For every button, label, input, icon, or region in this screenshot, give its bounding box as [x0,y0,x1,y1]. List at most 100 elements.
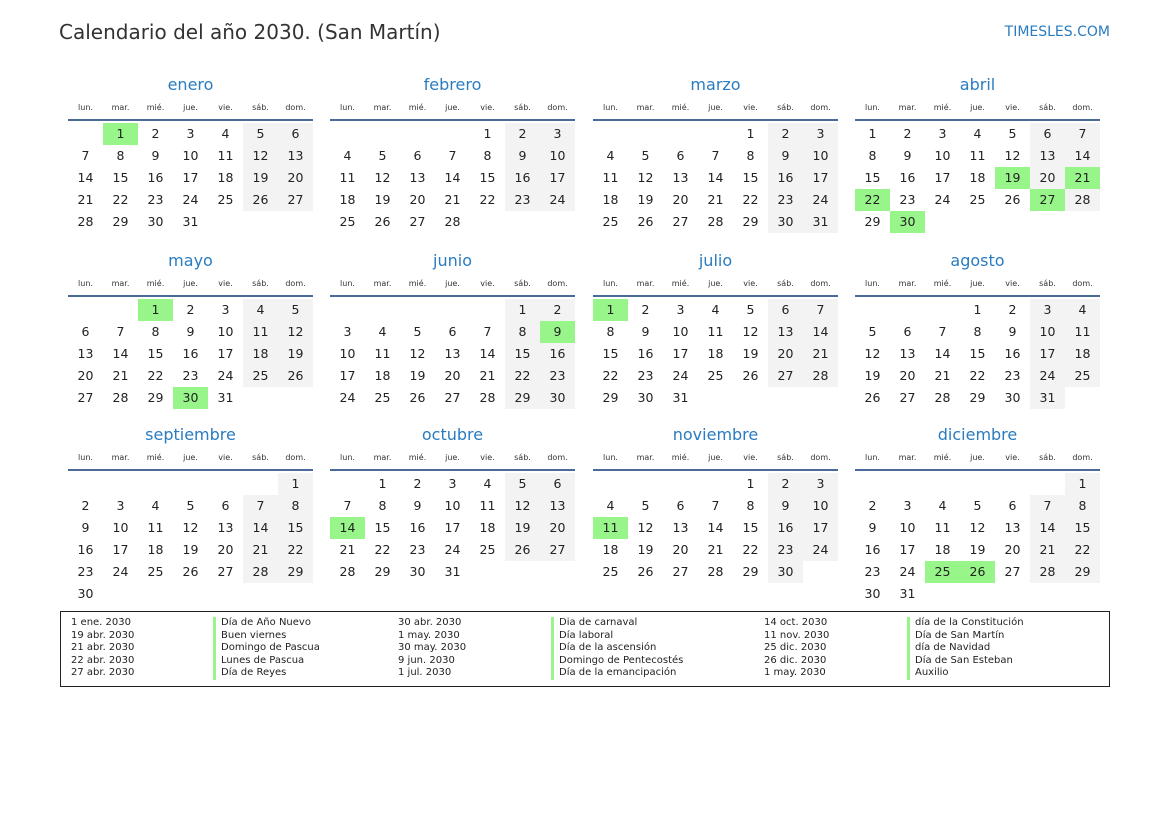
day[interactable]: 7 [1030,495,1065,517]
day[interactable]: 1 [483,126,492,141]
day[interactable]: 19 [864,368,881,383]
day[interactable]: 22 [969,368,986,383]
day[interactable]: 25 [969,192,986,207]
day[interactable]: 2 [768,473,803,495]
day[interactable]: 22 [278,539,313,561]
holiday-day[interactable]: 1 [593,299,628,321]
day[interactable]: 9 [413,498,422,513]
day[interactable]: 7 [81,148,90,163]
day[interactable]: 3 [448,476,457,491]
day[interactable]: 24 [672,368,689,383]
day[interactable]: 27 [768,365,803,387]
day[interactable]: 4 [606,148,615,163]
day[interactable]: 15 [278,517,313,539]
day[interactable]: 26 [182,564,199,579]
day[interactable]: 10 [339,346,356,361]
day[interactable]: 2 [868,498,877,513]
day[interactable]: 3 [938,126,947,141]
day[interactable]: 2 [151,126,160,141]
day[interactable]: 21 [77,192,94,207]
holiday-day[interactable]: 30 [173,387,208,409]
day[interactable]: 3 [1030,299,1065,321]
day[interactable]: 31 [672,390,689,405]
day[interactable]: 14 [1065,145,1100,167]
day[interactable]: 24 [112,564,129,579]
day[interactable]: 28 [112,390,129,405]
day[interactable]: 1 [868,126,877,141]
day[interactable]: 5 [746,302,755,317]
day[interactable]: 1 [278,473,313,495]
day[interactable]: 29 [278,561,313,583]
day[interactable]: 6 [1030,123,1065,145]
day[interactable]: 10 [934,148,951,163]
day[interactable]: 31 [217,390,234,405]
day[interactable]: 19 [374,192,391,207]
day[interactable]: 22 [112,192,129,207]
day[interactable]: 12 [182,520,199,535]
day[interactable]: 18 [243,343,278,365]
day[interactable]: 22 [742,542,759,557]
day[interactable]: 30 [768,561,803,583]
day[interactable]: 30 [147,214,164,229]
day[interactable]: 7 [803,299,838,321]
day[interactable]: 26 [409,390,426,405]
day[interactable]: 22 [742,192,759,207]
day[interactable]: 5 [186,498,195,513]
day[interactable]: 10 [803,495,838,517]
day[interactable]: 14 [803,321,838,343]
day[interactable]: 10 [540,145,575,167]
day[interactable]: 31 [1030,387,1065,409]
day[interactable]: 16 [1004,346,1021,361]
day[interactable]: 3 [343,324,352,339]
day[interactable]: 15 [147,346,164,361]
day[interactable]: 25 [374,390,391,405]
day[interactable]: 27 [278,189,313,211]
day[interactable]: 8 [973,324,982,339]
day[interactable]: 10 [672,324,689,339]
day[interactable]: 4 [938,498,947,513]
day[interactable]: 24 [899,564,916,579]
day[interactable]: 4 [243,299,278,321]
day[interactable]: 18 [969,170,986,185]
day[interactable]: 13 [278,145,313,167]
day[interactable]: 15 [602,346,619,361]
day[interactable]: 17 [803,517,838,539]
day[interactable]: 3 [221,302,230,317]
day[interactable]: 28 [77,214,94,229]
day[interactable]: 7 [711,498,720,513]
day[interactable]: 16 [768,167,803,189]
day[interactable]: 14 [112,346,129,361]
day[interactable]: 12 [742,324,759,339]
day[interactable]: 20 [768,343,803,365]
day[interactable]: 26 [637,564,654,579]
day[interactable]: 21 [934,368,951,383]
day[interactable]: 18 [479,520,496,535]
day[interactable]: 29 [742,214,759,229]
day[interactable]: 4 [711,302,720,317]
day[interactable]: 15 [112,170,129,185]
day[interactable]: 10 [217,324,234,339]
day[interactable]: 1 [973,302,982,317]
day[interactable]: 24 [803,539,838,561]
day[interactable]: 22 [505,365,540,387]
day[interactable]: 2 [505,123,540,145]
day[interactable]: 4 [606,498,615,513]
day[interactable]: 2 [81,498,90,513]
day[interactable]: 8 [868,148,877,163]
day[interactable]: 6 [676,498,685,513]
day[interactable]: 8 [505,321,540,343]
day[interactable]: 21 [479,368,496,383]
day[interactable]: 25 [602,564,619,579]
day[interactable]: 16 [77,542,94,557]
day[interactable]: 28 [339,564,356,579]
day[interactable]: 7 [343,498,352,513]
day[interactable]: 10 [112,520,129,535]
day[interactable]: 20 [672,192,689,207]
day[interactable]: 13 [1030,145,1065,167]
day[interactable]: 17 [899,542,916,557]
day[interactable]: 29 [1065,561,1100,583]
day[interactable]: 6 [676,148,685,163]
day[interactable]: 18 [602,542,619,557]
day[interactable]: 29 [742,564,759,579]
holiday-day[interactable]: 14 [330,517,365,539]
